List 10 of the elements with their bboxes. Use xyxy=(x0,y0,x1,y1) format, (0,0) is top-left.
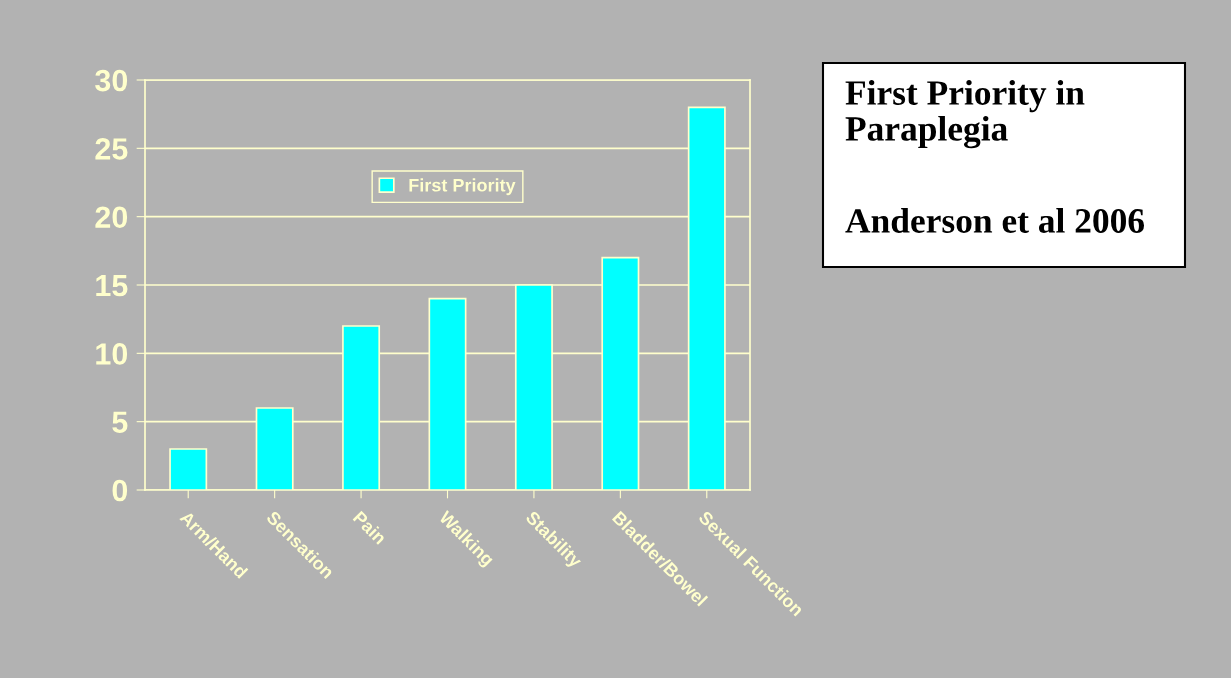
y-tick-label: 30 xyxy=(95,69,128,92)
y-tick-label: 20 xyxy=(95,206,128,229)
y-tick-label: 25 xyxy=(95,138,128,160)
legend-label: First Priority xyxy=(409,178,516,196)
y-tick-label: 15 xyxy=(96,275,128,297)
y-tick-label: 10 xyxy=(96,343,128,365)
y-tick-label: 5 xyxy=(112,411,128,434)
text: Anderson et al 2006 xyxy=(845,208,1145,233)
text: First Priority in Paraplegia xyxy=(845,80,1085,149)
y-tick-label: 0 xyxy=(112,479,128,502)
